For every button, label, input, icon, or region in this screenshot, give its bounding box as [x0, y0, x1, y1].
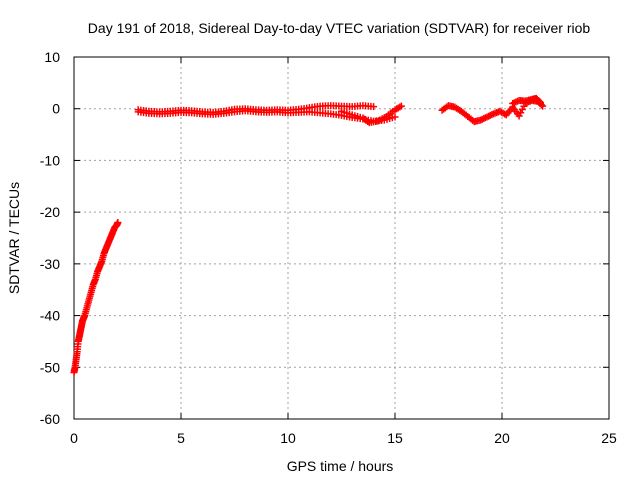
data-series-group [338, 102, 405, 127]
y-tick-label: 0 [52, 101, 60, 117]
x-tick-label: 15 [387, 430, 403, 446]
y-tick-label: -60 [40, 411, 60, 427]
y-tick-label: -30 [40, 256, 60, 272]
y-tick-label: -50 [40, 359, 60, 375]
data-point [397, 102, 405, 110]
data-point [512, 98, 520, 106]
data-point [517, 109, 525, 117]
data-series-group [509, 94, 545, 108]
data-point [518, 105, 526, 113]
y-axis-label: SDTVAR / TECUs [6, 182, 22, 294]
data-point [370, 103, 378, 111]
chart-title: Day 191 of 2018, Sidereal Day-to-day VTE… [88, 20, 591, 36]
x-tick-label: 5 [177, 430, 185, 446]
x-axis-label: GPS time / hours [287, 458, 394, 474]
x-tick-label: 10 [280, 430, 296, 446]
data-series [70, 94, 547, 376]
axis-ticks [73, 56, 610, 420]
y-tick-label: -40 [40, 308, 60, 324]
data-series-group [70, 218, 122, 376]
data-point [391, 113, 399, 121]
data-point [539, 102, 547, 110]
x-tick-label: 0 [70, 430, 78, 446]
data-point [535, 97, 543, 105]
x-tick-label: 20 [494, 430, 510, 446]
plot-frame [73, 56, 610, 420]
tick-labels: 0 5 10 15 20 25 -60 -50 -40 -30 -20 -10 0 10 [40, 49, 617, 446]
data-point [114, 218, 122, 226]
y-tick-label: 10 [44, 49, 60, 65]
y-tick-label: -20 [40, 204, 60, 220]
data-point [537, 99, 545, 107]
x-tick-label: 25 [601, 430, 617, 446]
y-tick-label: -10 [40, 152, 60, 168]
